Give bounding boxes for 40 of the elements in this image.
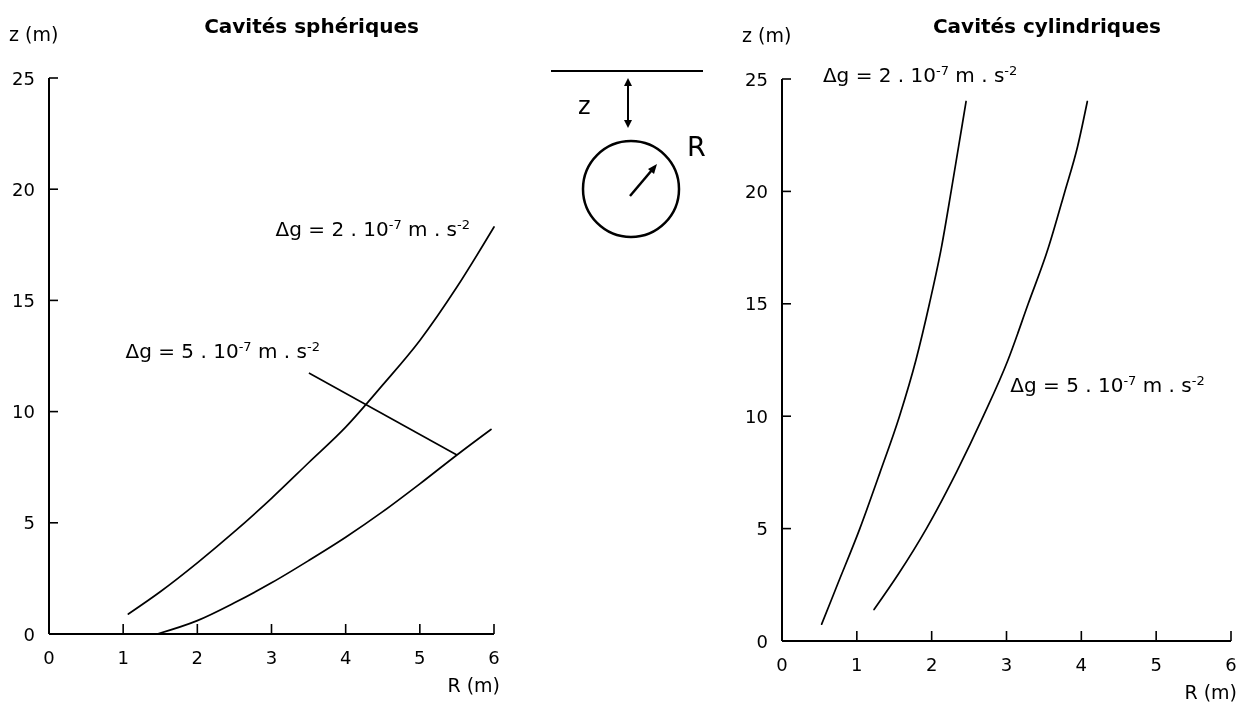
x-axis-title: R (m) [1184, 681, 1237, 703]
y-tick-label: 20 [745, 180, 768, 202]
y-tick-label: 5 [756, 518, 768, 540]
x-tick-label: 6 [1225, 654, 1237, 675]
series-label: Δg = 2 . 10$^{-7}$ m . s$^{-2}$ [275, 216, 470, 242]
text: z [578, 92, 591, 120]
x-tick-label: 2 [191, 647, 204, 668]
text: Δg = 2 . 10$^{-7}$ m . s$^{-2}$ [822, 62, 1018, 88]
x-tick-label: 4 [339, 647, 352, 668]
x-tick-label: 3 [1000, 654, 1013, 675]
y-tick-label: 25 [12, 67, 35, 89]
y-axis-title: z (m) [742, 24, 792, 46]
x-tick-label: 3 [265, 647, 278, 668]
y-axis-title: z (m) [9, 23, 59, 45]
chart-title: Cavités cylindriques [932, 14, 1161, 38]
x-tick-label: 1 [851, 654, 863, 675]
y-tick-label: 25 [745, 68, 768, 90]
line-series [820, 100, 967, 625]
x-tick-label: 5 [414, 647, 426, 668]
y-tick-label: 20 [12, 178, 35, 200]
x-tick-label: 1 [117, 647, 129, 668]
x-tick-label: 6 [488, 647, 500, 668]
y-tick-label: 0 [756, 630, 768, 652]
y-tick-label: 5 [23, 512, 35, 534]
x-tick-label: 2 [925, 654, 938, 675]
chart-title: Cavités sphériques [204, 14, 419, 38]
line-series [873, 100, 1089, 611]
x-tick-label: 0 [776, 654, 788, 675]
x-tick-label: 5 [1150, 654, 1162, 675]
series-label: Δg = 5 . 10$^{-7}$ m . s$^{-2}$ [1010, 372, 1205, 398]
y-tick-label: 0 [23, 623, 35, 645]
x-axis-title: R (m) [447, 674, 500, 696]
y-tick-label: 15 [12, 289, 35, 311]
text: R [687, 131, 706, 162]
text: Δg = 5 . 10$^{-7}$ m . s$^{-2}$ [125, 338, 320, 363]
y-tick-label: 15 [745, 293, 768, 315]
y-tick-label: 10 [12, 401, 35, 423]
x-tick-label: 0 [43, 647, 55, 668]
x-tick-label: 4 [1075, 654, 1088, 675]
y-tick-label: 10 [745, 405, 768, 427]
